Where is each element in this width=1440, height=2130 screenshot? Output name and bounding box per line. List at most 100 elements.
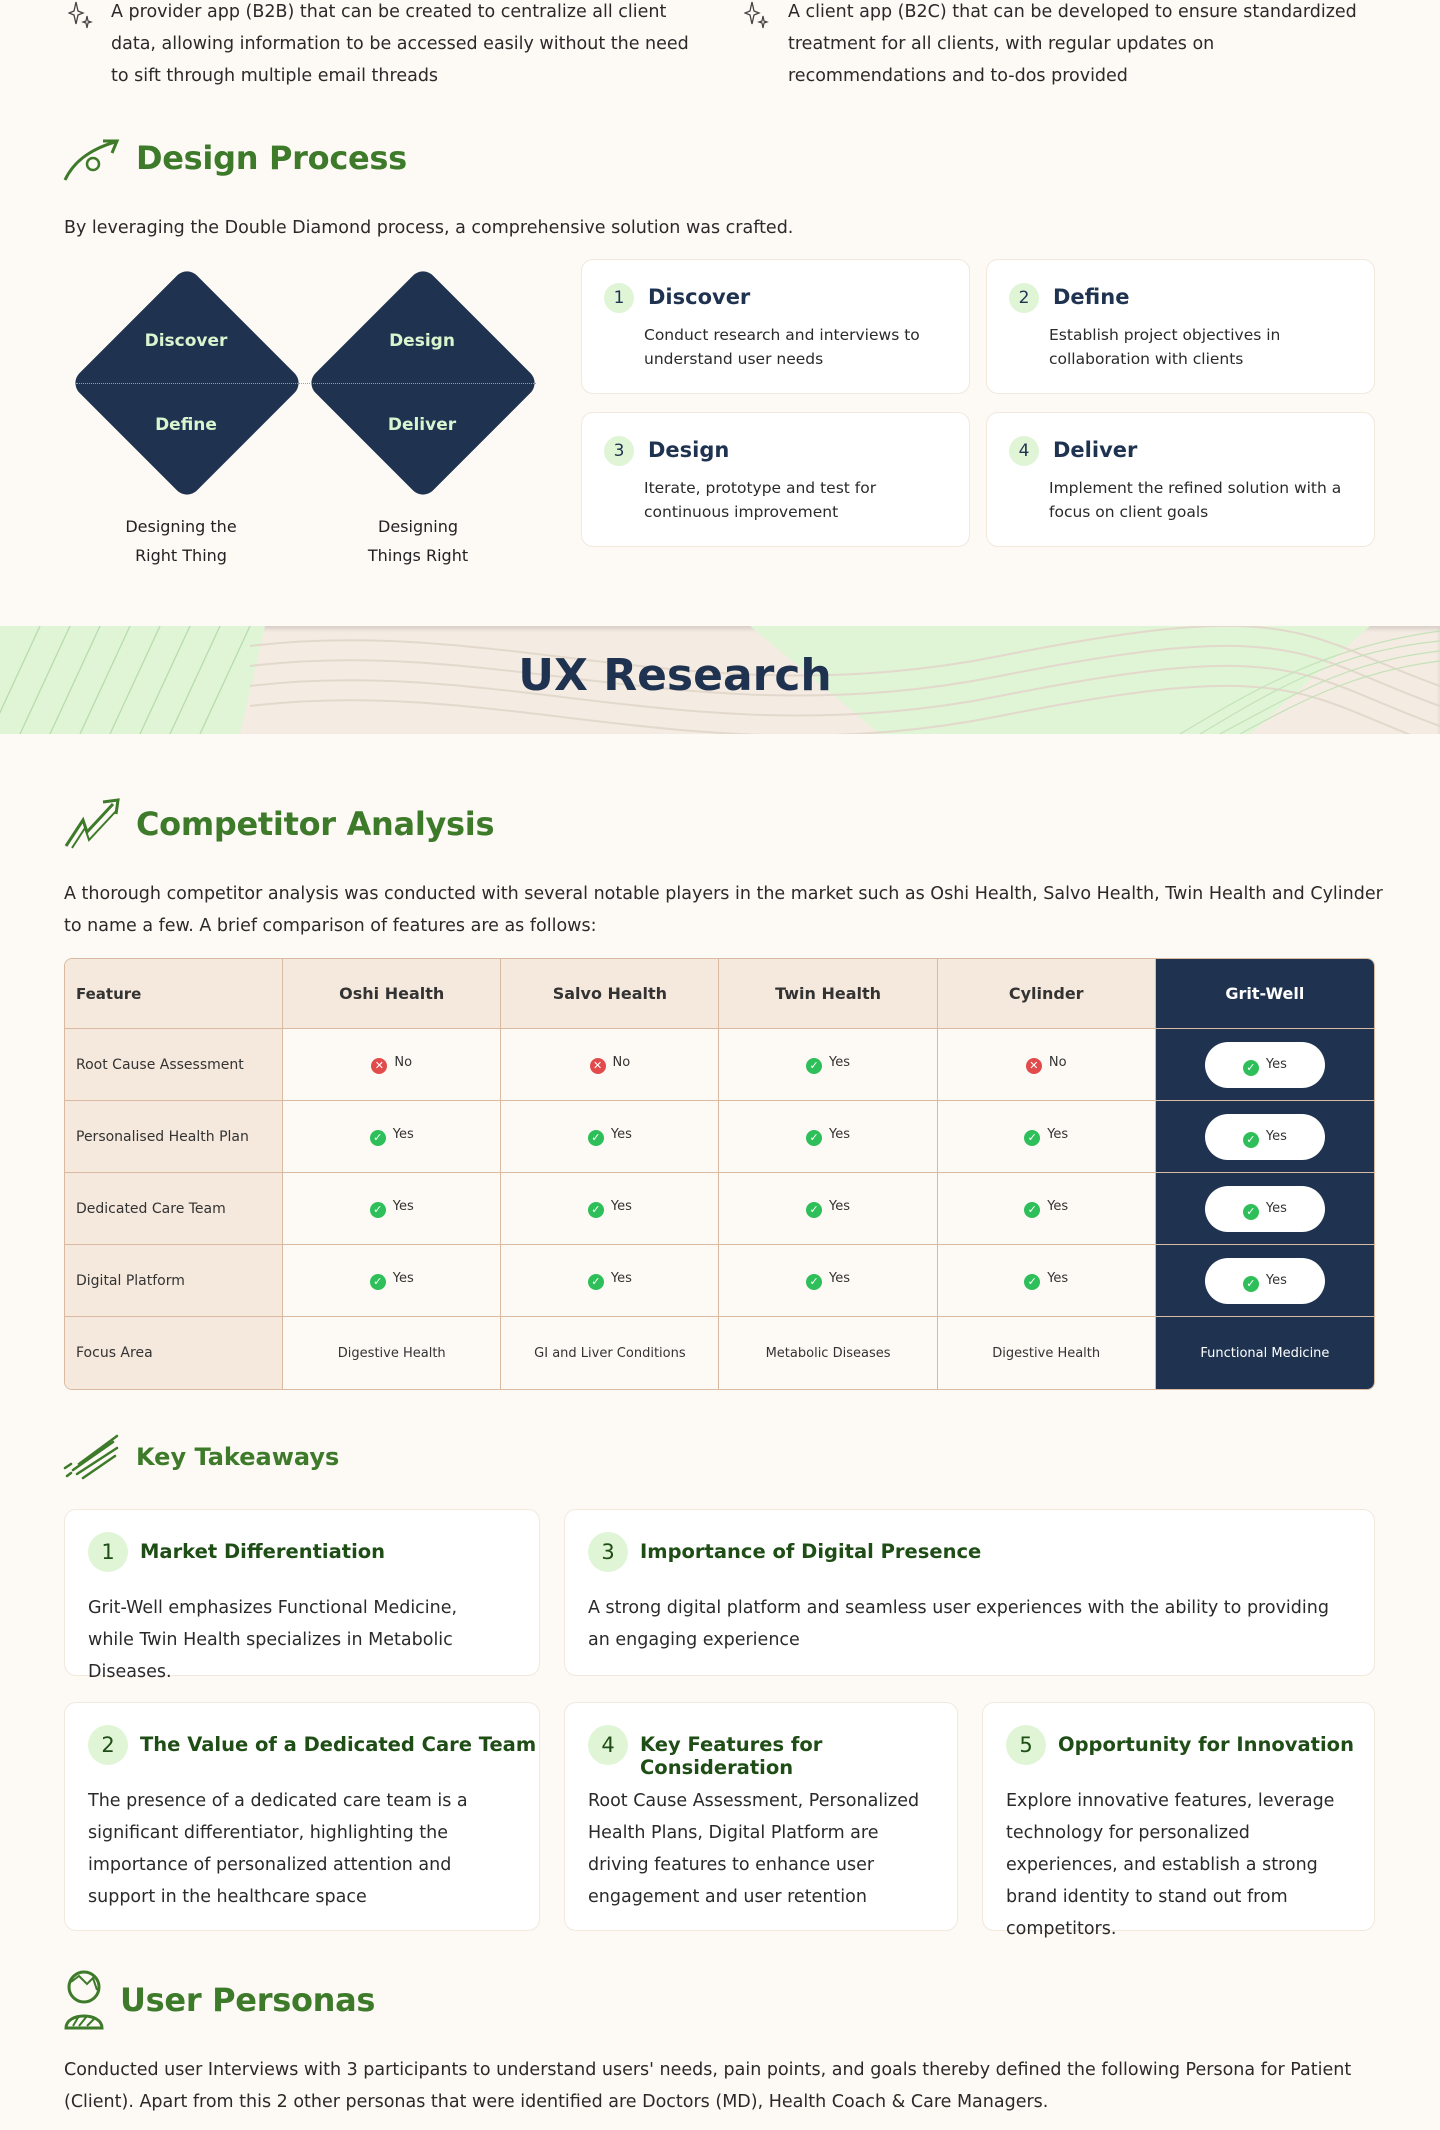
takeaway-number: 4 — [588, 1725, 628, 1765]
highlight-pill: ✓ Yes — [1204, 1257, 1325, 1304]
value-cell: Metabolic Diseases — [719, 1317, 938, 1389]
value-cell: ✕ No — [501, 1029, 720, 1101]
feature-cell: Personalised Health Plan — [65, 1101, 284, 1173]
highlight-pill: ✓ Yes — [1204, 1185, 1325, 1232]
table-body: Root Cause Assessment ✕ No ✕ No ✓ Yes ✕ No ✓ Yes Pe… — [65, 1029, 1374, 1389]
competitor-table: Feature Oshi Health Salvo Health Twin Healt… — [64, 958, 1375, 1390]
value-text: Yes — [829, 1199, 851, 1214]
value-cell: ✓ Yes — [719, 1173, 938, 1245]
value-text: No — [1048, 1055, 1067, 1070]
takeaway-body: The presence of a dedicated care team is… — [88, 1791, 468, 1907]
takeaway-title: Importance of Digital Presence — [640, 1540, 982, 1563]
value-cell: ✓ Yes — [719, 1245, 938, 1317]
takeaway-title: Market Differentiation — [140, 1540, 386, 1563]
value-cell: ✓ Yes — [1155, 1029, 1374, 1101]
step-title: Discover — [648, 285, 751, 309]
design-process-intro: By leveraging the Double Diamond process… — [64, 218, 794, 238]
header-competitor: Twin Health — [719, 959, 938, 1029]
value-text: Yes — [392, 1271, 414, 1286]
check-circle-icon: ✓ — [1242, 1203, 1259, 1220]
check-circle-icon: ✓ — [1024, 1274, 1041, 1290]
header-feature: Feature — [65, 959, 284, 1029]
competitor-analysis-title: Competitor Analysis — [136, 805, 495, 843]
step-card-discover: 1 Discover Conduct research and intervie… — [581, 259, 970, 394]
step-title: Deliver — [1053, 438, 1138, 462]
value-cell: ✕ No — [283, 1029, 502, 1101]
step-card-deliver: 4 Deliver Implement the refined solution… — [986, 412, 1375, 547]
check-circle-icon: ✓ — [1024, 1202, 1041, 1218]
check-circle-icon: ✓ — [1242, 1275, 1259, 1292]
value-cell: ✓ Yes — [283, 1173, 502, 1245]
user-persona-icon — [64, 1970, 104, 2030]
check-circle-icon: ✓ — [369, 1274, 386, 1290]
sparkle-icon — [68, 1, 93, 29]
table-row: Root Cause Assessment ✕ No ✕ No ✓ Yes ✕ No ✓ Yes — [65, 1029, 1374, 1101]
x-circle-icon: ✕ — [589, 1058, 606, 1074]
caption-line: Designing — [378, 517, 458, 536]
takeaway-number: 3 — [588, 1532, 628, 1572]
banner-title: UX Research — [518, 650, 832, 701]
takeaway-card-2: 2 The Value of a Dedicated Care Team The… — [64, 1702, 540, 1931]
takeaway-title: The Value of a Dedicated Care Team — [140, 1733, 537, 1756]
value-text: Yes — [829, 1127, 851, 1142]
step-body: Conduct research and interviews to under… — [644, 326, 920, 368]
step-card-define: 2 Define Establish project objectives in… — [986, 259, 1375, 394]
caption-line: Designing the — [125, 517, 237, 536]
check-circle-icon: ✓ — [806, 1274, 823, 1290]
value-text: Yes — [1265, 1056, 1287, 1072]
header-competitor: Cylinder — [937, 959, 1156, 1029]
diamond-label-design: Design — [389, 331, 455, 351]
value-cell: ✓ Yes — [501, 1245, 720, 1317]
highlight-pill: ✓ Yes — [1204, 1113, 1325, 1160]
bullet-client-app: A client app (B2C) that can be developed… — [788, 2, 1357, 86]
value-cell: Digestive Health — [283, 1317, 502, 1389]
value-cell: ✓ Yes — [719, 1029, 938, 1101]
header-competitor: Grit-Well — [1155, 959, 1374, 1029]
diamond-label-discover: Discover — [144, 331, 228, 351]
value-text: Metabolic Diseases — [765, 1345, 891, 1361]
value-cell: ✓ Yes — [1155, 1173, 1374, 1245]
value-cell: ✓ Yes — [937, 1173, 1156, 1245]
value-cell: ✓ Yes — [937, 1101, 1156, 1173]
takeaway-title: Opportunity for Innovation — [1058, 1733, 1354, 1756]
trend-up-icon — [64, 798, 120, 849]
feature-cell: Focus Area — [65, 1317, 284, 1389]
table-row: Digital Platform ✓ Yes ✓ Yes ✓ Yes ✓ Yes ✓ Yes — [65, 1245, 1374, 1317]
value-text: Yes — [392, 1199, 414, 1214]
step-title: Design — [648, 438, 730, 462]
value-text: No — [612, 1055, 631, 1070]
diamond-caption-left: Designing the Right Thing — [91, 512, 271, 570]
step-title: Define — [1053, 285, 1130, 309]
value-text: Yes — [1265, 1200, 1287, 1216]
feature-cell: Root Cause Assessment — [65, 1029, 284, 1101]
takeaway-card-4: 4 Key Features for Consideration Root Ca… — [564, 1702, 958, 1931]
value-text: Yes — [610, 1127, 632, 1142]
check-circle-icon: ✓ — [587, 1202, 604, 1218]
value-cell: ✓ Yes — [283, 1101, 502, 1173]
value-text: Yes — [1047, 1199, 1069, 1214]
check-circle-icon: ✓ — [587, 1274, 604, 1290]
value-text: Yes — [610, 1271, 632, 1286]
value-text: Yes — [829, 1271, 851, 1286]
value-text: Yes — [829, 1055, 851, 1070]
value-text: No — [394, 1055, 413, 1070]
takeaway-body: Grit-Well emphasizes Functional Medicine… — [88, 1598, 458, 1682]
step-number: 1 — [604, 283, 634, 313]
header-competitor: Oshi Health — [283, 959, 502, 1029]
check-circle-icon: ✓ — [1242, 1059, 1259, 1076]
value-cell: ✓ Yes — [501, 1173, 720, 1245]
value-cell: ✓ Yes — [283, 1245, 502, 1317]
value-cell: GI and Liver Conditions — [501, 1317, 720, 1389]
takeaway-card-1: 1 Market Differentiation Grit-Well empha… — [64, 1509, 540, 1682]
check-circle-icon: ✓ — [587, 1130, 604, 1146]
feature-cell: Digital Platform — [65, 1245, 284, 1317]
user-personas-intro: Conducted user Interviews with 3 partici… — [64, 2060, 1352, 2112]
sparkle-icon — [744, 1, 769, 29]
value-cell: Digestive Health — [938, 1317, 1156, 1389]
takeaway-body: Root Cause Assessment, Personalized Heal… — [588, 1791, 920, 1907]
check-circle-icon: ✓ — [369, 1130, 386, 1146]
diamond-divider — [76, 383, 536, 384]
value-cell: ✓ Yes — [1155, 1101, 1374, 1173]
check-circle-icon: ✓ — [806, 1058, 823, 1074]
value-cell: ✕ No — [937, 1029, 1156, 1101]
